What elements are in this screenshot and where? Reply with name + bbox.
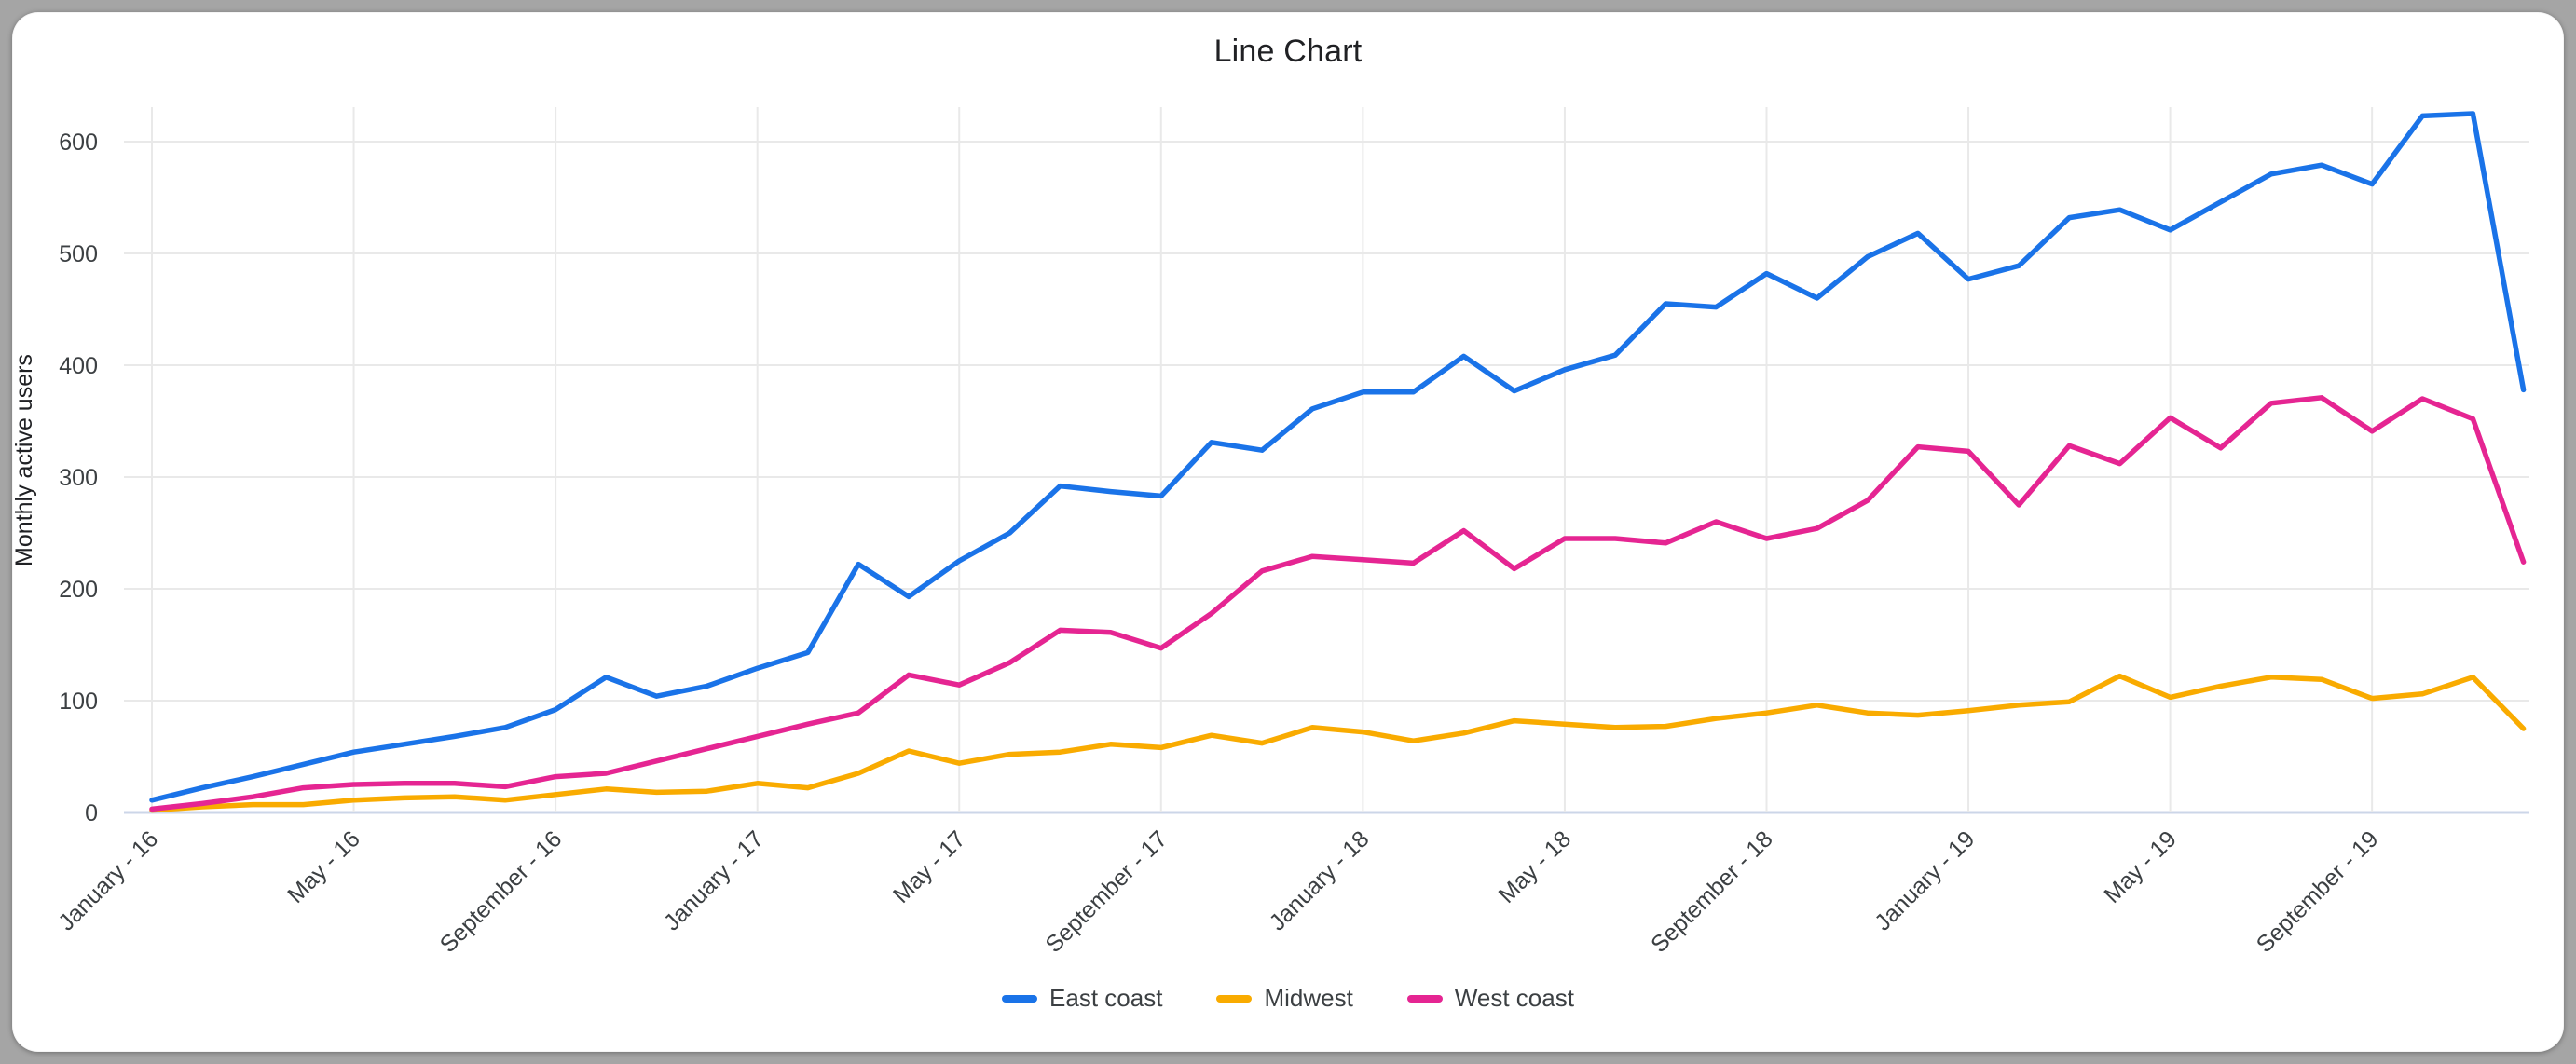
series-line-midwest [149,673,2527,813]
legend-swatch [1002,994,1038,1003]
x-tick-label: January - 19 [1870,825,1980,935]
x-tick-label: May - 16 [282,825,365,908]
legend-swatch [1406,994,1443,1003]
chart-card [12,12,2564,1052]
x-tick-label: September - 18 [1646,825,1778,958]
x-tick-label: January - 17 [659,825,769,935]
y-tick-label: 600 [59,130,98,156]
x-tick-label: September - 17 [1040,825,1172,958]
y-axis-title: Monthly active users [11,354,37,566]
legend-swatch [1216,994,1253,1003]
x-tick-label: May - 17 [888,825,971,908]
series-line-west-coast [149,395,2527,812]
x-tick-label: May - 19 [2099,825,2182,908]
y-tick-label: 200 [59,577,98,603]
y-tick-label: 0 [85,800,98,826]
y-tick-label: 100 [59,689,98,715]
chart-title: Line Chart [1213,34,1363,69]
y-tick-label: 300 [59,465,98,491]
y-tick-label: 500 [59,241,98,267]
y-tick-label: 400 [59,353,98,379]
legend-item-west-coast[interactable]: West coast [1406,984,1574,1013]
series-line-east-coast [149,111,2527,803]
chart-legend: East coast Midwest West coast [0,984,2576,1013]
x-tick-label: January - 18 [1265,825,1375,935]
x-tick-label: September - 16 [435,825,568,958]
series-lines [149,111,2527,813]
legend-item-midwest[interactable]: Midwest [1216,984,1353,1013]
legend-label: West coast [1454,984,1574,1012]
x-tick-label: May - 18 [1494,825,1577,908]
x-tick-label: September - 19 [2252,825,2384,958]
legend-label: East coast [1049,984,1163,1012]
legend-label: Midwest [1264,984,1353,1012]
legend-item-east-coast[interactable]: East coast [1002,984,1162,1013]
gridlines [124,107,2529,814]
x-tick-label: January - 16 [53,825,163,935]
